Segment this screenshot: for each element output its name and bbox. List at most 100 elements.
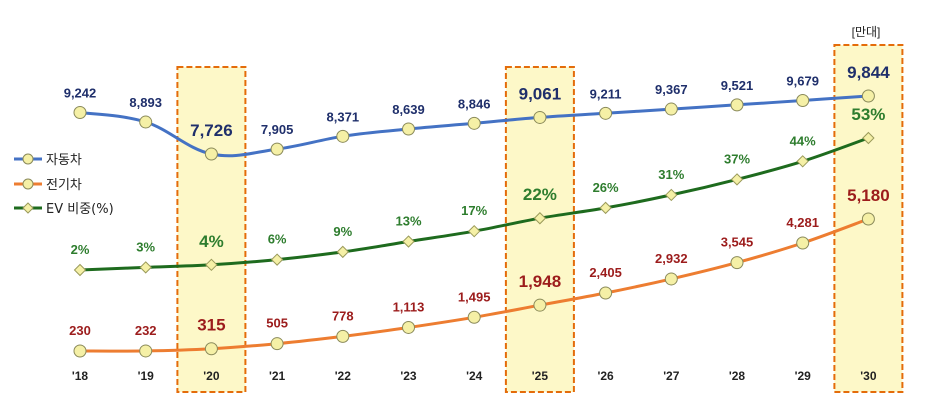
x-tick-label: '26 bbox=[597, 369, 614, 383]
data-point bbox=[862, 131, 875, 145]
data-point bbox=[402, 235, 415, 248]
x-tick-label: '24 bbox=[466, 369, 483, 383]
data-label: 315 bbox=[197, 316, 225, 335]
data-point bbox=[664, 272, 678, 286]
data-point bbox=[73, 105, 87, 119]
data-point bbox=[664, 102, 678, 116]
data-point bbox=[139, 261, 152, 274]
data-label: 7,726 bbox=[190, 121, 233, 140]
data-label: 1,495 bbox=[458, 289, 491, 304]
data-label: 3% bbox=[136, 239, 155, 254]
data-point bbox=[73, 344, 87, 358]
data-label: 2,932 bbox=[655, 251, 688, 266]
data-label: 1,948 bbox=[519, 272, 562, 291]
data-label: 3,545 bbox=[721, 235, 754, 250]
data-point bbox=[336, 329, 350, 343]
data-point bbox=[730, 173, 744, 186]
legend-marker bbox=[22, 202, 34, 214]
data-label: 2% bbox=[71, 242, 90, 257]
legend-label: 전기차 bbox=[46, 178, 82, 193]
data-label: 505 bbox=[266, 316, 288, 331]
data-point bbox=[336, 129, 350, 143]
data-label: 778 bbox=[332, 308, 354, 323]
data-point bbox=[599, 286, 613, 300]
data-label: 26% bbox=[593, 180, 619, 195]
data-label: 22% bbox=[523, 185, 557, 204]
data-label: 6% bbox=[268, 232, 287, 247]
data-point bbox=[599, 106, 613, 120]
data-point bbox=[533, 110, 547, 124]
data-point bbox=[467, 116, 481, 130]
legend-marker bbox=[22, 153, 34, 165]
data-point bbox=[796, 155, 809, 168]
highlight-box bbox=[176, 66, 247, 393]
data-point bbox=[599, 201, 612, 215]
x-tick-label: '30 bbox=[860, 369, 877, 383]
data-point bbox=[467, 224, 481, 238]
x-tick-label: '23 bbox=[400, 369, 417, 383]
data-label: 31% bbox=[658, 167, 684, 182]
x-tick-label: '29 bbox=[795, 369, 812, 383]
data-label: 230 bbox=[69, 323, 91, 338]
data-label: 232 bbox=[135, 323, 157, 338]
data-point bbox=[139, 115, 153, 129]
x-tick-label: '22 bbox=[335, 369, 352, 383]
data-point bbox=[533, 212, 547, 225]
data-point bbox=[861, 89, 875, 103]
data-point bbox=[467, 310, 481, 324]
data-point bbox=[270, 253, 284, 266]
data-point bbox=[665, 188, 678, 202]
data-label: 44% bbox=[790, 133, 816, 148]
data-point bbox=[205, 258, 218, 272]
data-label: 8,846 bbox=[458, 96, 491, 111]
data-label: 9,844 bbox=[847, 63, 890, 82]
data-point bbox=[204, 147, 218, 161]
unit-label: [만대] bbox=[852, 25, 881, 39]
x-tick-label: '18 bbox=[72, 369, 89, 383]
data-point bbox=[139, 344, 153, 358]
data-point bbox=[402, 122, 415, 136]
data-point bbox=[270, 337, 284, 351]
x-tick-label: '27 bbox=[663, 369, 680, 383]
data-label: 53% bbox=[851, 105, 885, 124]
data-point bbox=[204, 342, 218, 356]
data-label: 2,405 bbox=[589, 265, 622, 280]
data-label: 9,211 bbox=[590, 86, 622, 101]
data-labels: 9,242 8,893 7,726 7,905 8,371 8,639 8,846 9,061… bbox=[64, 63, 890, 338]
data-point bbox=[402, 320, 415, 334]
legend-label: 자동차 bbox=[46, 153, 82, 168]
data-label: 5,180 bbox=[847, 186, 890, 205]
data-point bbox=[73, 263, 87, 277]
data-label: 9,367 bbox=[655, 82, 688, 97]
x-tick-label: '28 bbox=[729, 369, 746, 383]
x-tick-label: '25 bbox=[532, 369, 549, 383]
data-label: 8,893 bbox=[129, 95, 162, 110]
data-point bbox=[861, 212, 875, 226]
data-label: 17% bbox=[461, 203, 487, 218]
x-tick-label: '19 bbox=[138, 369, 155, 383]
data-point bbox=[796, 94, 810, 108]
data-label: 13% bbox=[395, 214, 421, 229]
data-label: 7,905 bbox=[261, 122, 294, 137]
legend-marker bbox=[22, 178, 34, 190]
data-label: 9,679 bbox=[786, 74, 819, 89]
data-point bbox=[533, 298, 547, 312]
data-point bbox=[796, 236, 810, 250]
data-label: 4% bbox=[199, 232, 224, 251]
data-label: 9,242 bbox=[64, 85, 97, 100]
data-label: 9,521 bbox=[721, 78, 754, 93]
x-tick-label: '21 bbox=[269, 369, 286, 383]
data-label: 8,371 bbox=[327, 109, 360, 124]
series-points bbox=[73, 89, 875, 358]
data-label: 4,281 bbox=[786, 215, 819, 230]
data-label: 9,061 bbox=[519, 84, 562, 103]
data-label: 9% bbox=[333, 224, 352, 239]
data-label: 37% bbox=[724, 151, 750, 166]
data-label: 1,113 bbox=[393, 299, 425, 314]
data-point bbox=[336, 245, 350, 259]
x-tick-label: '20 bbox=[203, 369, 220, 383]
data-point bbox=[270, 142, 284, 156]
legend-label: EV 비중(%) bbox=[46, 202, 114, 217]
